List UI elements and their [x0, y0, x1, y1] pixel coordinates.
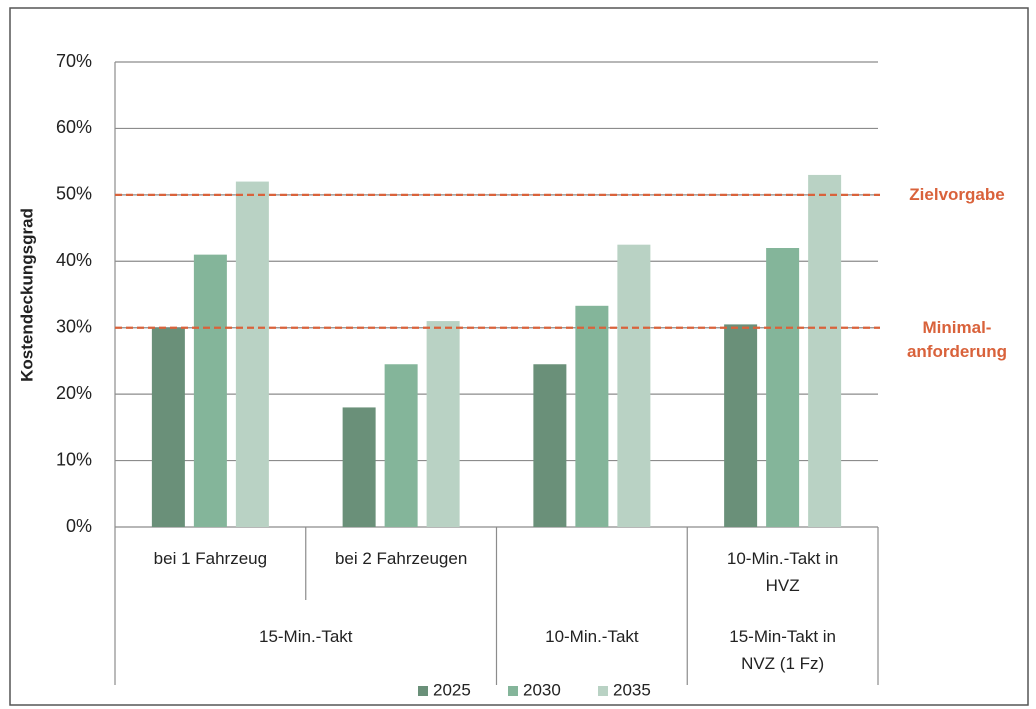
y-tick-label: 40% [56, 250, 92, 270]
bar [808, 174, 842, 527]
bar [342, 407, 376, 527]
bar [617, 244, 651, 527]
y-tick-label: 20% [56, 383, 92, 403]
legend-label: 2035 [613, 680, 651, 699]
bar [575, 305, 609, 527]
bar [533, 364, 567, 527]
bar [235, 181, 269, 528]
y-tick-label: 70% [56, 51, 92, 71]
category-group-label: 10-Min.-Takt [545, 627, 639, 646]
x-tick-label: bei 1 Fahrzeug [153, 549, 268, 568]
reference-label: Minimal- anforderung [906, 317, 1008, 361]
reference-label: Zielvorgabe [909, 184, 1005, 204]
legend-swatch [418, 686, 428, 696]
y-tick-label: 60% [56, 117, 92, 137]
y-tick-label: 50% [56, 184, 92, 204]
legend-label: 2030 [523, 680, 561, 699]
bar [384, 364, 418, 527]
x-tick-label: bei 2 Fahrzeugen [334, 549, 468, 568]
y-tick-label: 0% [66, 516, 92, 536]
bar [766, 248, 800, 527]
bar [724, 324, 758, 527]
category-group-label: 15-Min-Takt in NVZ (1 Fz) [729, 627, 837, 673]
bar [426, 321, 460, 527]
y-tick-label: 10% [56, 449, 92, 469]
y-axis-label: Kostendeckungsgrad [17, 208, 36, 382]
legend-label: 2025 [433, 680, 471, 699]
bar [193, 254, 227, 527]
legend-swatch [508, 686, 518, 696]
bar [151, 327, 185, 527]
y-tick-label: 30% [56, 316, 92, 336]
category-group-label: 15-Min.-Takt [258, 627, 353, 646]
x-tick-label: 10-Min.-Takt in HVZ [726, 549, 839, 595]
frame [9, 7, 1029, 706]
legend-swatch [598, 686, 608, 696]
